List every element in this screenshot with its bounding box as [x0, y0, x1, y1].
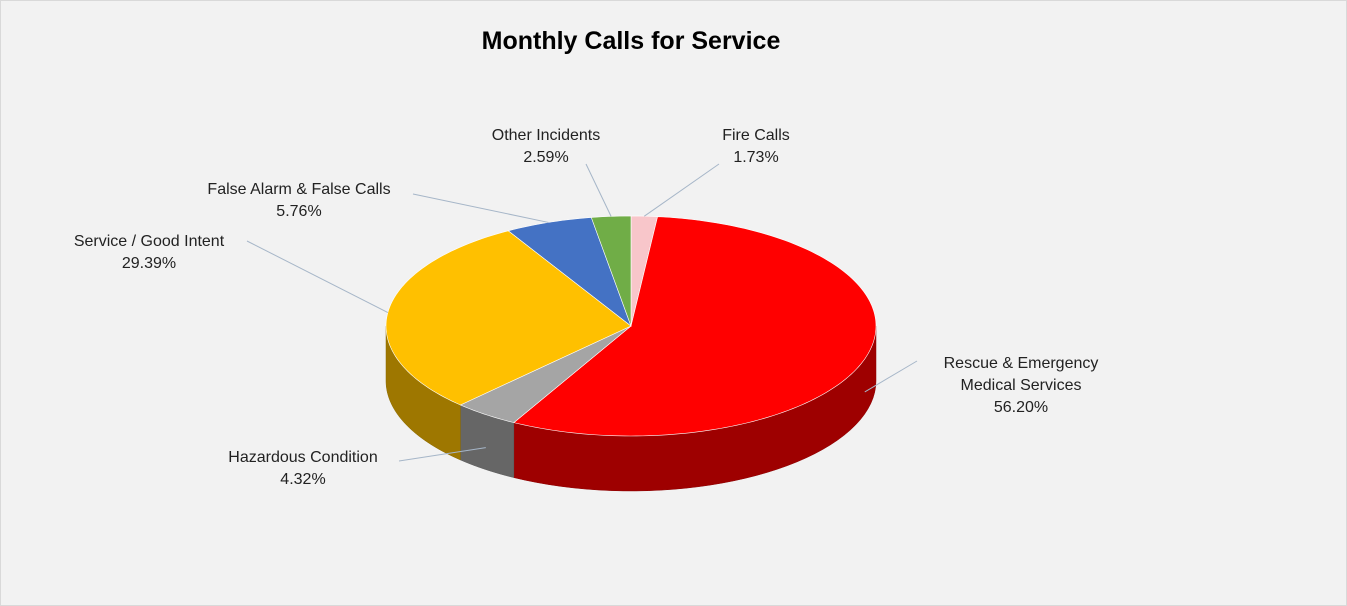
slice [590, 215, 632, 327]
label-name: Rescue & Emergency Medical Services [943, 355, 1099, 394]
leader-line [398, 447, 486, 462]
label-value: 2.59% [523, 149, 569, 166]
label-name: Service / Good Intent [73, 233, 225, 250]
slice [459, 325, 632, 423]
data-label: Other Incidents 2.59% [492, 125, 601, 169]
label-name: Fire Calls [722, 127, 790, 144]
leader-line [412, 193, 549, 223]
chart-title: Monthly Calls for Service [481, 27, 781, 55]
label-name: Hazardous Condition [228, 449, 378, 466]
slice [385, 230, 632, 406]
label-value: 5.76% [276, 203, 322, 220]
label-value: 56.20% [993, 399, 1049, 416]
data-label: Service / Good Intent 29.39% [74, 231, 224, 275]
slice [513, 216, 877, 437]
leader-line [246, 240, 389, 313]
label-name: Other Incidents [491, 127, 601, 144]
leader-line [585, 163, 612, 217]
label-name: False Alarm & False Calls [207, 181, 391, 198]
leader-line [864, 360, 918, 393]
data-label: Hazardous Condition 4.32% [228, 447, 377, 491]
data-label: False Alarm & False Calls 5.76% [207, 179, 390, 223]
label-value: 1.73% [733, 149, 779, 166]
data-label: Fire Calls 1.73% [722, 125, 790, 169]
label-value: 4.32% [280, 471, 326, 488]
slice [507, 217, 632, 327]
data-label: Rescue & Emergency Medical Services 56.20… [926, 353, 1116, 419]
label-value: 29.39% [121, 255, 177, 272]
leader-line [644, 163, 720, 217]
